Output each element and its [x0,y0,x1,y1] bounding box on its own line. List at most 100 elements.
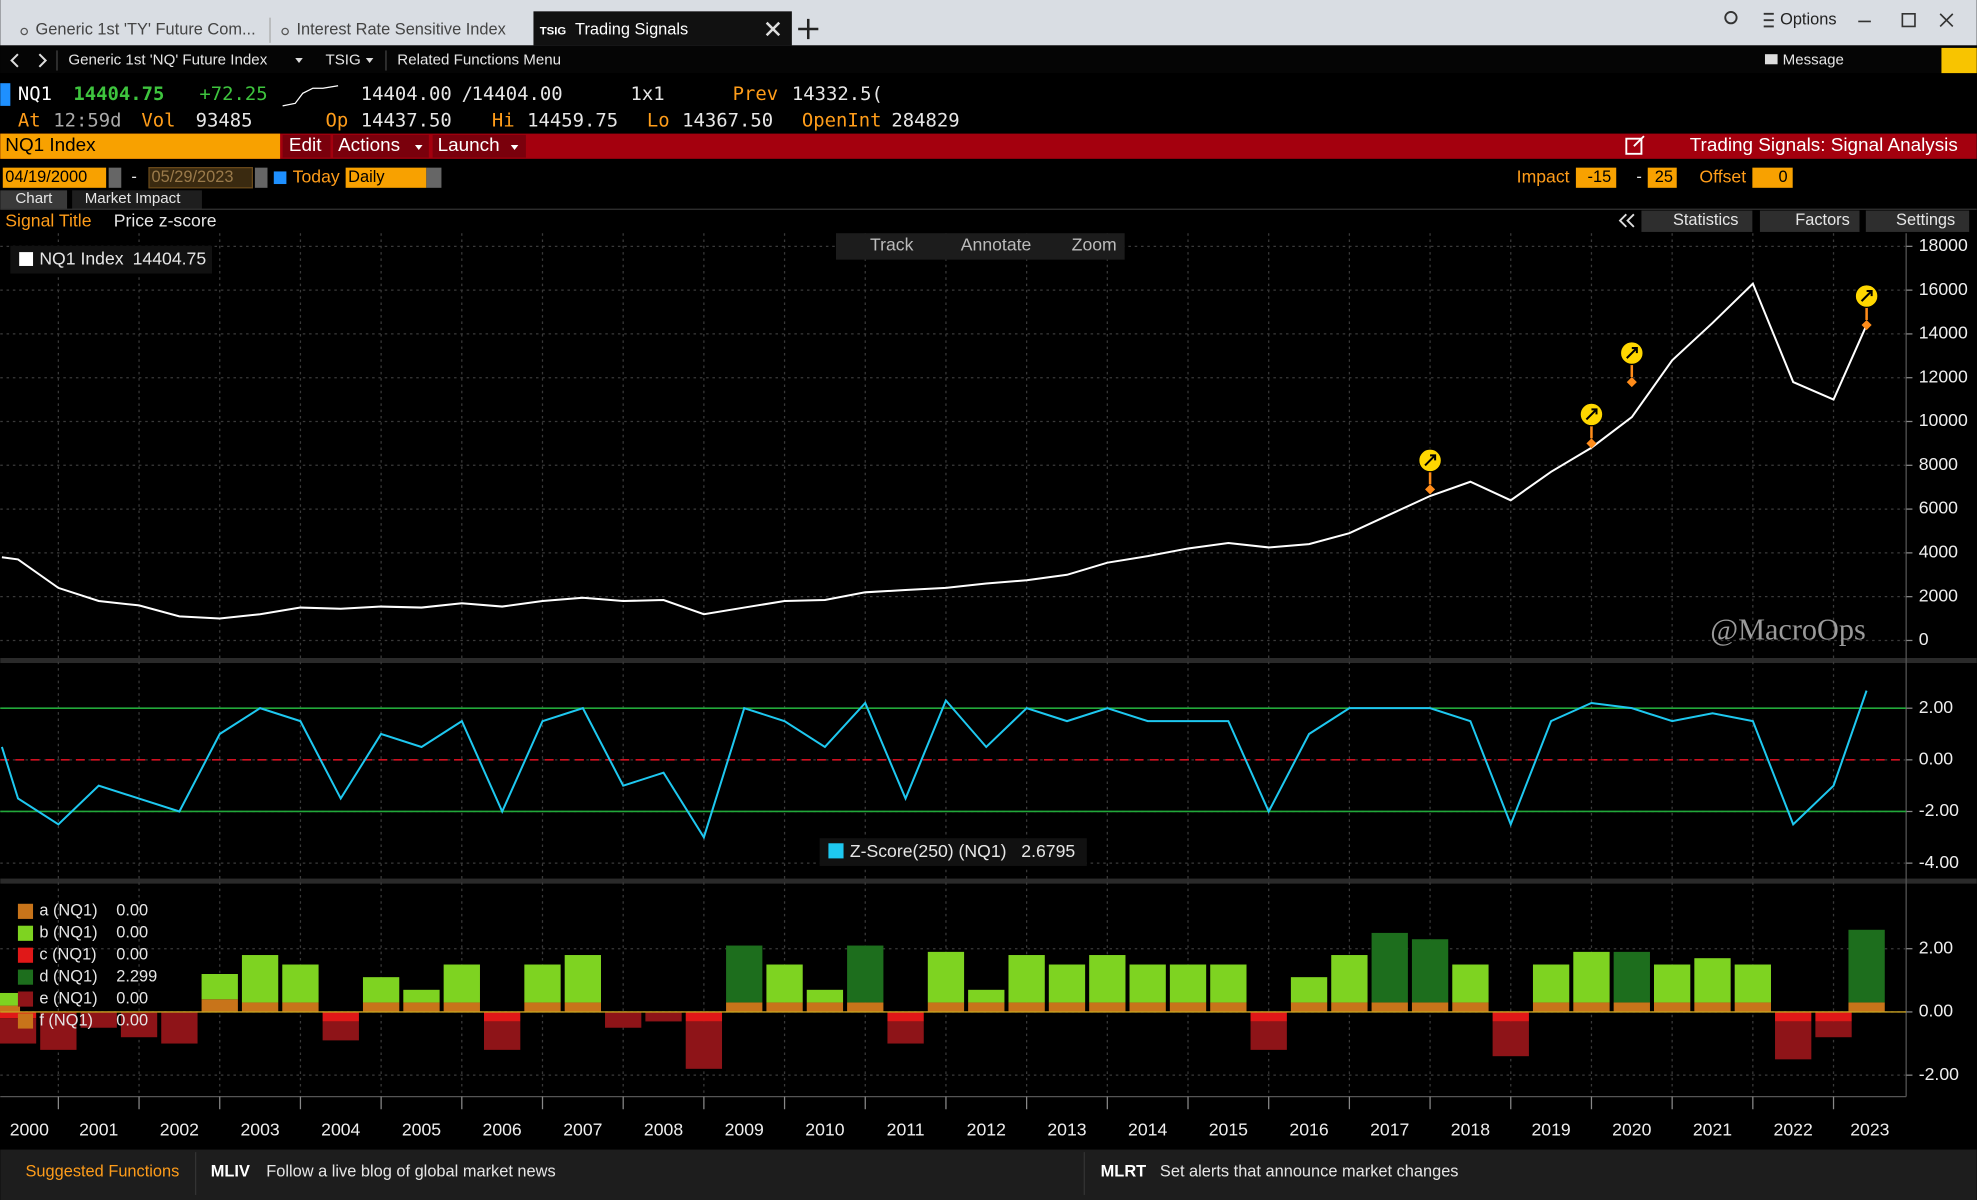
zoom-button[interactable]: Zoom [1072,234,1117,254]
period-dropdown[interactable] [426,167,442,188]
launch-label[interactable]: Launch [438,135,500,156]
chart-toolbar [835,233,1125,260]
search-icon[interactable] [1724,11,1738,25]
net-change: +72.25 [199,83,267,105]
function-menu[interactable]: TSIG [325,52,360,69]
launch-icon[interactable] [1625,135,1645,155]
bar [1815,1011,1852,1022]
bar [483,1021,521,1050]
button-label[interactable]: Settings [1896,211,1955,229]
start-date-input[interactable] [2,167,107,188]
bar [1775,1011,1812,1022]
tab-label[interactable]: Trading Signals [575,21,688,39]
function-description[interactable]: Follow a live blog of global market news [266,1163,555,1181]
high: 14459.75 [527,110,618,132]
period-select[interactable] [345,167,427,188]
bar [847,945,884,1003]
y-tick-label: -4.00 [1919,852,1959,872]
legend-label: b (NQ1) [39,924,97,942]
offset-input[interactable] [1752,167,1793,188]
factors-button[interactable] [1759,210,1860,232]
message-button[interactable]: Message [1783,52,1844,69]
bar [1452,1002,1489,1012]
impact-high[interactable]: 25 [1655,168,1673,186]
bar [1210,1002,1247,1012]
y-tick-label: 8000 [1919,454,1958,474]
view-tab[interactable] [0,190,68,210]
end-date-input[interactable] [148,167,253,189]
calendar-button[interactable] [108,167,122,188]
period[interactable]: Daily [348,168,385,186]
security-input-text[interactable]: NQ1 Index [5,135,96,156]
view-tab-label[interactable]: Market Impact [85,190,182,207]
today-label: Today [293,166,340,186]
bar [241,955,279,1003]
view-tab-label[interactable]: Chart [15,190,53,207]
settings-button[interactable] [1865,210,1970,232]
y-tick-label: 0.00 [1919,1001,1954,1021]
active-tab[interactable] [533,11,792,46]
bar [605,1011,642,1028]
bar [0,1005,21,1012]
statistics-button[interactable] [1641,210,1753,232]
label: Vol [141,110,175,132]
edit-button[interactable] [282,134,331,158]
bar [726,1002,763,1012]
impact-low-input[interactable] [1575,167,1617,188]
legend-value: 0.00 [116,924,148,942]
bid: 14404.00 [361,83,452,105]
view-tab[interactable] [72,190,202,210]
window-controls[interactable] [1858,13,1954,28]
x-tick-label: 2020 [1612,1119,1651,1139]
actions-button[interactable] [333,134,429,158]
bar [887,1011,924,1022]
x-tick-label: 2022 [1774,1119,1813,1139]
offset[interactable]: 0 [1779,168,1788,186]
tab-bar [0,0,1977,46]
function-description[interactable]: Set alerts that announce market changes [1160,1163,1459,1181]
function-code[interactable]: MLRT [1101,1163,1146,1181]
x-tick-label: 2014 [1128,1119,1167,1139]
impact-high-input[interactable] [1647,167,1677,188]
security-menu[interactable]: Generic 1st 'NQ' Future Index [68,52,267,69]
annotate-button[interactable]: Annotate [961,234,1032,254]
today-checkbox[interactable] [273,171,287,185]
collapse-icon[interactable] [1618,213,1635,228]
tab-label[interactable]: Interest Rate Sensitive Index [296,21,506,39]
calendar-button[interactable] [254,167,268,188]
edit-label[interactable]: Edit [289,135,322,156]
tab[interactable]: Interest Rate Sensitive Index [281,21,507,39]
tab[interactable]: Generic 1st 'TY' Future Com... [20,21,256,39]
label: Hi [492,110,515,132]
function-code[interactable]: MLIV [211,1163,250,1181]
legend-label: d (NQ1) [39,967,97,985]
launch-button[interactable] [432,134,526,158]
close-tab-icon[interactable] [765,21,781,37]
page-heading: Trading Signals: Signal Analysis [1690,135,1958,156]
security-input[interactable] [0,133,281,159]
legend-value: 0.00 [116,946,148,964]
x-tick-label: 2007 [563,1119,602,1139]
options-button[interactable]: Options [1780,10,1836,28]
actions-label[interactable]: Actions [338,135,400,156]
track-button[interactable]: Track [870,234,914,254]
x-tick-label: 2011 [887,1119,925,1139]
label: Prev [733,83,779,105]
help-button[interactable] [1941,47,1977,74]
end-date[interactable]: 05/29/2023 [152,168,234,186]
button-label[interactable]: Statistics [1673,211,1739,229]
tab-label[interactable]: Generic 1st 'TY' Future Com... [36,21,256,39]
start-date[interactable]: 04/19/2000 [5,168,87,186]
nav-arrows[interactable] [10,53,48,68]
suggested-functions[interactable]: Suggested Functions [25,1163,179,1181]
bar [403,1002,440,1012]
bar [1290,977,1328,1003]
tab-icon-label: TSIG [540,26,567,38]
impact-low[interactable]: -15 [1588,168,1612,186]
related-functions[interactable]: Related Functions Menu [397,52,561,69]
button-label[interactable]: Factors [1795,211,1850,229]
bar [322,1021,359,1041]
new-tab-icon[interactable] [798,18,819,40]
